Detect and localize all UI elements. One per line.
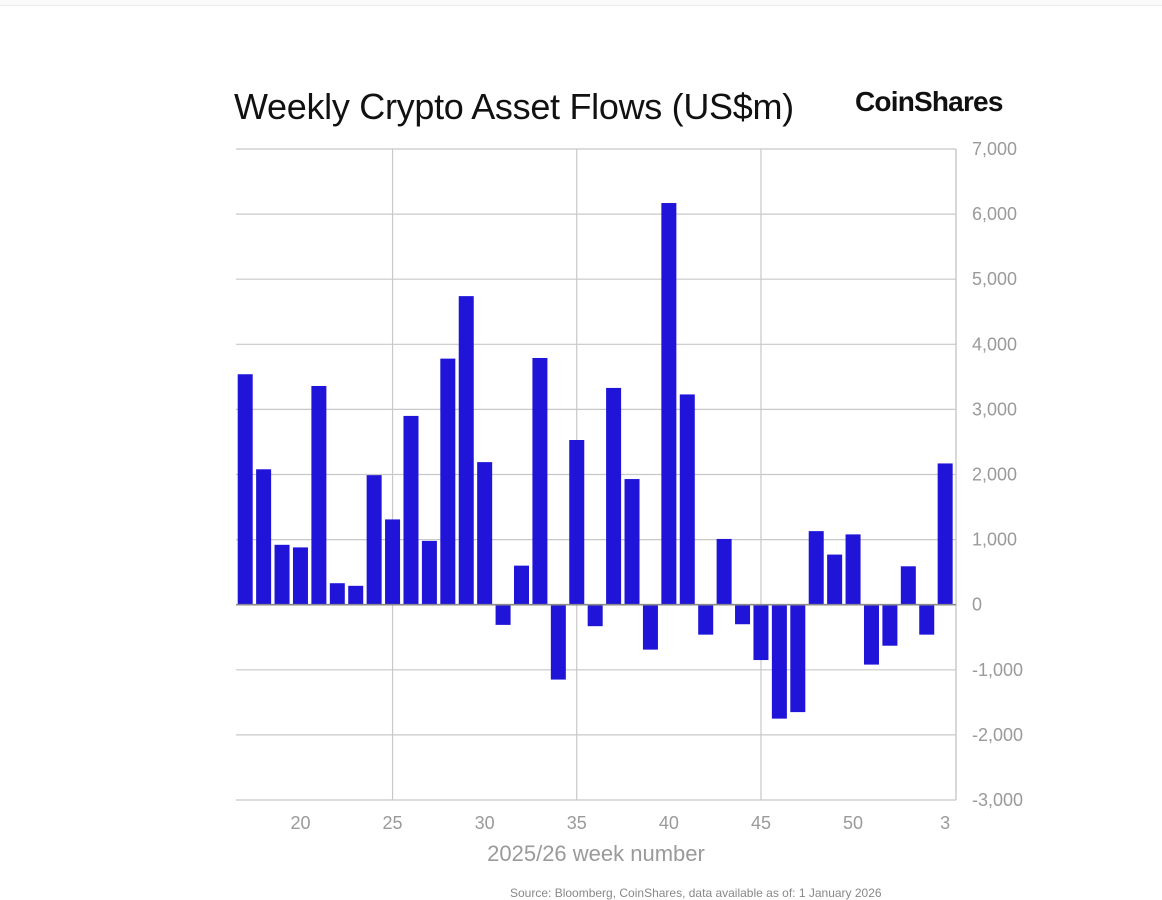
bar: [735, 604, 751, 625]
x-tick-label: 35: [567, 813, 587, 833]
x-tick-label: 20: [290, 813, 310, 833]
bar: [919, 604, 935, 635]
bar: [477, 462, 493, 605]
bar: [679, 394, 695, 605]
bar: [366, 475, 382, 605]
bar: [587, 604, 603, 627]
x-tick-label: 30: [475, 813, 495, 833]
bar: [458, 296, 474, 605]
x-tick-label: 50: [843, 813, 863, 833]
bar: [274, 544, 290, 605]
bar: [256, 469, 272, 605]
bar: [495, 604, 511, 625]
y-tick-label: 5,000: [972, 269, 1017, 289]
bar: [900, 566, 916, 605]
grid-layer: [236, 148, 957, 801]
bar: [808, 531, 824, 605]
bar: [403, 415, 419, 605]
bar: [311, 385, 327, 605]
bar: [237, 374, 253, 605]
bar: [827, 554, 843, 605]
y-tick-label: 1,000: [972, 530, 1017, 550]
bar: [698, 604, 714, 635]
bar: [661, 203, 677, 605]
bar: [550, 604, 566, 680]
bar: [421, 540, 437, 605]
axis-layer: 7,000 6,000 5,000 4,000 3,000 2,000 1,000 0 -1,0…: [236, 139, 1023, 866]
y-tick-label: -1,000: [972, 660, 1023, 680]
y-tick-label: 6,000: [972, 204, 1017, 224]
x-axis-label: 2025/26 week number: [487, 841, 705, 866]
bar: [790, 604, 806, 713]
x-tick-label: 25: [383, 813, 403, 833]
bar: [882, 604, 898, 646]
y-tick-label: 0: [972, 595, 982, 615]
bar: [569, 439, 585, 605]
bar: [771, 604, 787, 719]
y-tick-label: 7,000: [972, 139, 1017, 159]
bar: [329, 583, 345, 605]
bar: [845, 534, 861, 605]
bar: [624, 479, 640, 605]
bar: [642, 604, 658, 650]
chart-title: Weekly Crypto Asset Flows (US$m): [234, 86, 794, 127]
y-tick-label: 2,000: [972, 465, 1017, 485]
bar: [753, 604, 769, 661]
y-tick-label: 4,000: [972, 334, 1017, 354]
bar: [716, 538, 732, 605]
source-note: Source: Bloomberg, CoinShares, data avai…: [510, 886, 882, 900]
bar: [532, 357, 548, 605]
bar: [514, 565, 529, 605]
x-tick-label: 45: [751, 813, 771, 833]
bar: [292, 547, 308, 605]
bar-layer: [237, 203, 953, 719]
coinshares-logo: CoinShares: [855, 86, 1003, 117]
bar: [440, 358, 456, 605]
y-tick-label: -2,000: [972, 725, 1023, 745]
bar: [348, 585, 364, 605]
bar: [937, 463, 953, 605]
y-tick-label: 3,000: [972, 399, 1017, 419]
y-tick-label: -3,000: [972, 790, 1023, 810]
x-tick-label: 3: [940, 813, 950, 833]
x-tick-label: 40: [659, 813, 679, 833]
bar: [385, 519, 401, 605]
bar: [863, 604, 879, 665]
top-divider: [0, 0, 1162, 6]
bar: [606, 387, 622, 605]
